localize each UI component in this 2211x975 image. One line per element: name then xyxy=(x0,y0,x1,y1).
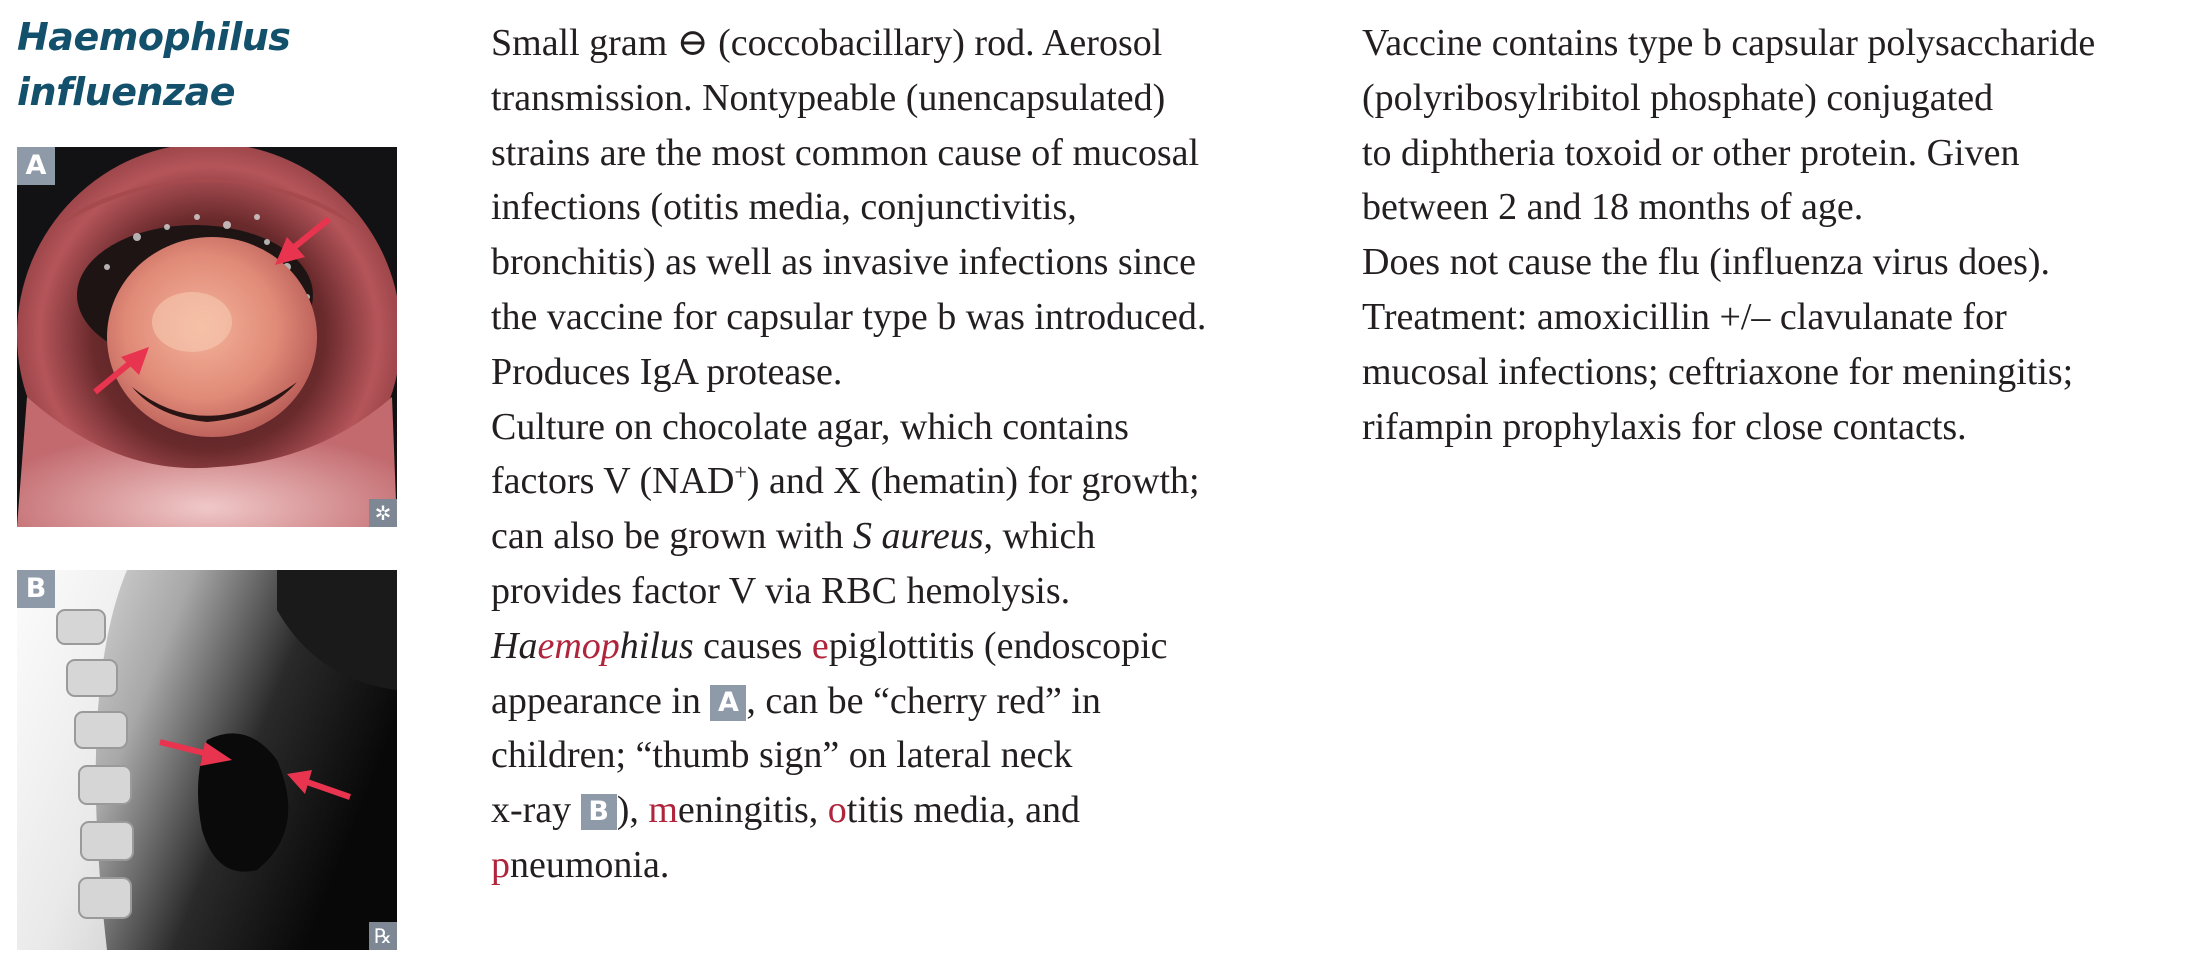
figure-b-label: B xyxy=(17,570,55,608)
text-segment: piglottitis (endoscopic xyxy=(828,624,1168,667)
text-segment: ) and X (hematin) for growth; xyxy=(746,460,1200,503)
mnemonic-letter: p xyxy=(491,843,510,886)
title-line-1: Haemophilus xyxy=(17,15,291,59)
text-segment: eningitis, xyxy=(677,789,828,832)
text-segment: neumonia. xyxy=(510,843,670,886)
text-line: mucosal infections; ceftriaxone for meni… xyxy=(1362,350,2074,393)
text-segment: Ha xyxy=(491,624,538,667)
text-line: Vaccine contains type b capsular polysac… xyxy=(1362,22,2096,64)
right-text-column: Vaccine contains type b capsular polysac… xyxy=(1362,16,2202,454)
text-line: to diphtheria toxoid or other protein. G… xyxy=(1362,131,2020,174)
text-line: factors V (NAD+) and X (hematin) for gro… xyxy=(491,454,1341,509)
paragraph-culture: Culture on chocolate agar, which contain… xyxy=(491,400,1341,619)
text-line: children; “thumb sign” on lateral neck xyxy=(491,734,1073,777)
text-line: x-ray B), meningitis, otitis media, and xyxy=(491,783,1341,838)
text-line: Haemophilus causes epiglottitis (endosco… xyxy=(491,619,1341,674)
text-line: the vaccine for capsular type b was intr… xyxy=(491,295,1207,338)
text-line: appearance in A, can be “cherry red” in xyxy=(491,674,1341,729)
text-segment: ), xyxy=(616,789,649,832)
text-segment: causes xyxy=(693,624,812,667)
left-text-column: Small gram ⊖ (coccobacillary) rod. Aeros… xyxy=(491,16,1341,893)
figure-b-xray-image: B ℞ xyxy=(17,570,397,950)
text-line: provides factor V via RBC hemolysis. xyxy=(491,569,1071,612)
mnemonic-letter: m xyxy=(648,789,678,832)
text-line: Culture on chocolate agar, which contain… xyxy=(491,405,1129,448)
rx-icon: ℞ xyxy=(369,922,397,950)
text-line: rifampin prophylaxis for close contacts. xyxy=(1362,405,1967,448)
text-segment: , can be “cherry red” in xyxy=(746,679,1101,722)
paragraph-diseases: Haemophilus causes epiglottitis (endosco… xyxy=(491,619,1341,893)
text-segment: titis media, and xyxy=(846,789,1081,832)
paragraph-flu-note: Does not cause the flu (influenza virus … xyxy=(1362,235,2202,290)
organism-name: S aureus xyxy=(852,515,984,558)
text-line: pneumonia. xyxy=(491,838,1341,893)
text-line: infections (otitis media, conjunctivitis… xyxy=(491,186,1077,229)
mnemonic-letter: p xyxy=(600,624,620,667)
text-line: (polyribosylribitol phosphate) conjugate… xyxy=(1362,76,1994,119)
mnemonic-letter: o xyxy=(827,789,847,832)
mnemonic-letters: emo xyxy=(537,624,601,667)
text-segment: factors V (NAD xyxy=(491,460,735,503)
text-segment: can also be grown with xyxy=(491,515,853,558)
figure-a-reference[interactable]: A xyxy=(710,684,747,721)
text-segment: appearance in xyxy=(491,679,711,722)
asterisk-icon: ✲ xyxy=(369,499,397,527)
endoscopic-epiglottis-image xyxy=(17,147,397,527)
text-line: bronchitis) as well as invasive infectio… xyxy=(491,241,1196,284)
paragraph-vaccine: Vaccine contains type b capsular polysac… xyxy=(1362,16,2202,235)
title-line-2: influenzae xyxy=(17,70,236,114)
text-segment: , which xyxy=(983,515,1096,558)
text-segment: x-ray xyxy=(491,789,581,832)
text-line: can also be grown with S aureus, which xyxy=(491,509,1341,564)
mnemonic-letter: e xyxy=(811,624,829,667)
topic-title: Haemophilus influenzae xyxy=(17,10,291,120)
figure-b-reference[interactable]: B xyxy=(580,794,617,831)
lateral-neck-xray-image xyxy=(17,570,397,950)
paragraph-treatment: Treatment: amoxicillin +/– clavulanate f… xyxy=(1362,290,2202,454)
figure-a-endoscopic-image: A ✲ xyxy=(17,147,397,527)
paragraph-morphology: Small gram ⊖ (coccobacillary) rod. Aeros… xyxy=(491,16,1341,400)
text-line: Produces IgA protease. xyxy=(491,350,843,393)
superscript-plus: + xyxy=(734,459,747,485)
text-line: transmission. Nontypeable (unencapsulate… xyxy=(491,76,1166,119)
text-line: Does not cause the flu (influenza virus … xyxy=(1362,241,2051,284)
text-line: Small gram ⊖ (coccobacillary) rod. Aeros… xyxy=(491,22,1163,64)
text-line: strains are the most common cause of muc… xyxy=(491,131,1200,174)
text-line: between 2 and 18 months of age. xyxy=(1362,186,1864,229)
text-line: Treatment: amoxicillin +/– clavulanate f… xyxy=(1362,295,2007,338)
text-segment: hilus xyxy=(619,624,694,667)
figure-a-label: A xyxy=(17,147,55,185)
